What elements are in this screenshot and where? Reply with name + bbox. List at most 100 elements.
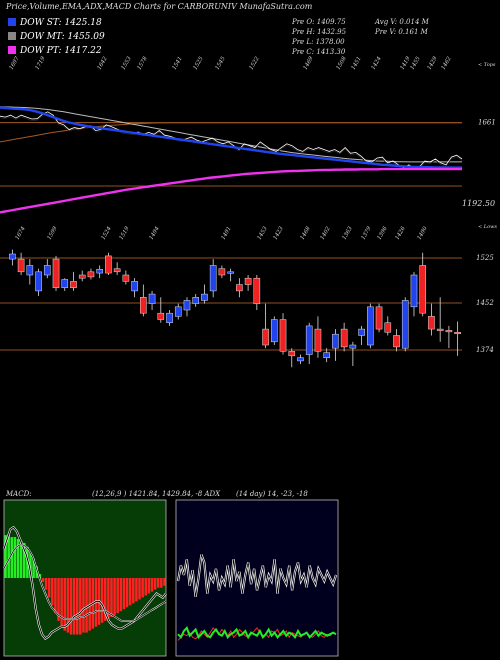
candle-body: [297, 357, 304, 362]
candle-body: [122, 274, 130, 282]
ema-bottom-label: 1524: [101, 225, 113, 241]
legend-dow-mt: DOW MT: 1455.09: [8, 32, 105, 42]
candle-hline-label: 1452: [476, 299, 494, 307]
ema-line-orange: [0, 122, 462, 143]
macd-values-text: (12,26,9 ) 1421.84, 1429.84, -8 ADX: [92, 490, 221, 498]
candle-body: [454, 332, 461, 335]
candle-body: [305, 325, 313, 355]
ema-line-magenta: [0, 167, 462, 214]
price-line: [0, 111, 463, 170]
macd-histogram-bar: [153, 578, 157, 590]
macd-histogram-bar: [54, 578, 57, 614]
ema-top-label: 1522: [249, 55, 261, 71]
macd-signal-inner: [3, 544, 167, 622]
candle-body: [358, 328, 365, 336]
candle-body: [244, 277, 252, 285]
ema-bottom-label: 1519: [119, 225, 131, 241]
macd-histogram-bar: [69, 578, 73, 635]
ema-bottom-label: 1426: [395, 225, 407, 241]
ema-line-blue: [0, 106, 462, 169]
ema-bottom-label: 1599: [47, 225, 59, 241]
candle-body: [401, 300, 409, 349]
candle-body: [9, 253, 16, 260]
legend-label-pt: DOW PT: 1417.22: [20, 46, 102, 56]
macd-histogram-bar: [19, 540, 23, 578]
candle-body: [384, 322, 392, 333]
stat-pre-low: Pre L: 1378.00: [292, 38, 345, 46]
candle-body: [157, 312, 165, 320]
ema-hline-label-upper: 1661: [478, 119, 496, 127]
macd-histogram-bar: [47, 578, 51, 598]
macd-histogram-bar: [100, 578, 104, 623]
candle-corner-label: < Lows: [478, 224, 497, 230]
macd-histogram-bar: [57, 578, 60, 621]
candle-panel: 1525 1452 1374 < Lows: [0, 224, 497, 368]
ema-top-label: 1553: [121, 55, 133, 71]
ema-top-label: 1697: [9, 55, 21, 71]
price-line-shadow: [0, 112, 463, 171]
ema-top-label: 1469: [303, 55, 315, 71]
adx-panel: [175, 499, 339, 657]
ema-bottom-label: 1494: [149, 225, 161, 241]
candle-body: [43, 265, 51, 276]
candle-body: [183, 300, 191, 311]
candle-body: [428, 316, 435, 330]
candle-body: [26, 265, 34, 276]
legend-label-st: DOW ST: 1425.18: [20, 18, 102, 28]
macd-histogram-bar: [10, 537, 14, 578]
macd-histogram-bar: [72, 578, 76, 635]
candle-body: [78, 274, 86, 279]
chart-header-title: Price,Volume,EMA,ADX,MACD Charts for CAR…: [6, 2, 313, 11]
candle-body: [349, 344, 357, 349]
candle-body: [131, 281, 138, 292]
ema-bottom-label: 1423: [273, 225, 285, 241]
ema-bottom-label: 1402: [320, 225, 332, 241]
macd-histogram-bar: [122, 578, 126, 610]
macd-histogram-bar: [60, 578, 63, 627]
macd-histogram-bar: [44, 578, 48, 590]
candle-body: [375, 306, 383, 330]
candle-body: [218, 268, 226, 276]
macd-histogram-bar: [113, 578, 116, 616]
candle-body: [192, 297, 200, 304]
legend-swatch-pt: [8, 46, 16, 54]
macd-histogram-bar: [7, 535, 10, 578]
candle-body: [113, 268, 121, 273]
candle-body: [288, 351, 296, 357]
ema-top-label: 1545: [215, 55, 227, 71]
candle-body: [393, 335, 400, 348]
macd-histogram-bar: [103, 578, 107, 621]
macd-histogram-bar: [4, 535, 7, 578]
ema-top-label: 1578: [137, 55, 149, 71]
macd-histogram-bar: [119, 578, 123, 612]
legend-swatch-mt: [8, 32, 16, 40]
candle-body: [148, 293, 156, 304]
ema-bottom-label: 1468: [300, 225, 312, 241]
adx-values-text: (14 day) 14, -23, -18: [236, 490, 308, 498]
macd-histogram-bar: [125, 578, 129, 608]
candle-body: [166, 312, 173, 323]
stat-pre-close: Pre C: 1413.30: [292, 48, 346, 56]
candle-body: [419, 265, 427, 314]
candle-body: [340, 328, 348, 348]
ema-top-label: 1642: [97, 55, 109, 71]
adx-frame: [175, 499, 339, 657]
candle-body: [87, 271, 95, 278]
macd-histogram-bar: [51, 578, 54, 606]
candle-body: [367, 306, 374, 346]
ema-line-grey: [0, 106, 462, 163]
macd-histogram-bar: [35, 566, 38, 578]
ema-bottom-label: 1363: [342, 225, 354, 241]
candle-body: [70, 281, 77, 288]
candle-hline-label: 1374: [476, 346, 494, 354]
macd-histogram-bar: [79, 578, 82, 635]
adx-line-inner: [177, 554, 337, 597]
candle-body: [279, 319, 287, 352]
macd-histogram-bar: [13, 537, 17, 578]
macd-histogram-bar: [16, 539, 20, 578]
ema-corner-label: < Tops: [478, 62, 496, 68]
candle-body: [323, 352, 330, 358]
ema-bottom-label: 1379: [361, 225, 373, 241]
macd-histogram-bar: [141, 578, 144, 598]
